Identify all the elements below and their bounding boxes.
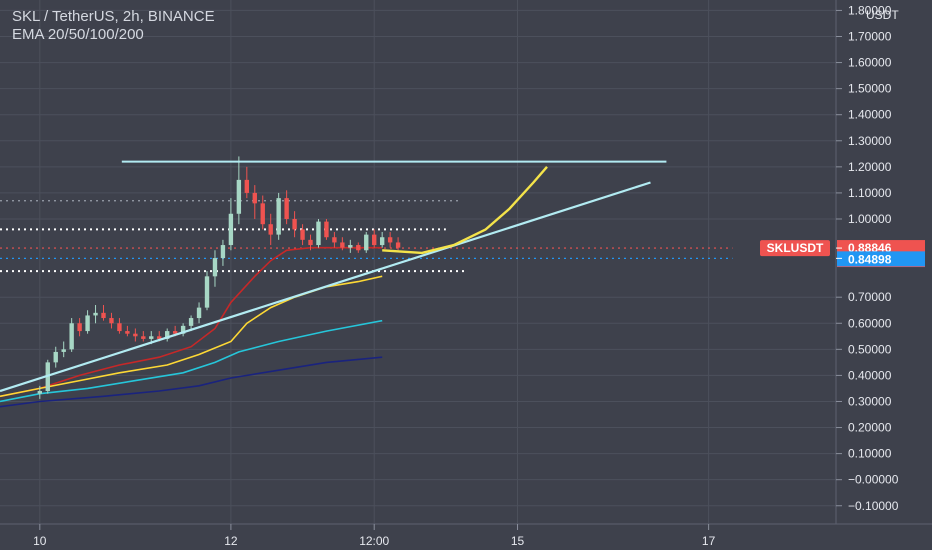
time-axis[interactable]: 10 12 12:00 15 17 xyxy=(33,524,716,548)
candle-body xyxy=(188,318,194,326)
time-axis-label: 10 xyxy=(33,534,47,548)
price-axis-label: 0.30000 xyxy=(848,394,892,408)
candle-body xyxy=(260,203,265,225)
candle-body xyxy=(133,333,138,337)
candle-body xyxy=(340,242,345,248)
candle-body xyxy=(196,307,202,319)
price-axis-label: 1.80000 xyxy=(848,3,892,17)
time-axis-label: 12 xyxy=(224,534,238,548)
candle-body xyxy=(220,245,226,259)
level-price-tag xyxy=(837,251,925,267)
time-scale-background[interactable] xyxy=(0,524,932,550)
price-axis-label: −0.10000 xyxy=(848,499,899,513)
candle-body xyxy=(324,221,329,238)
time-axis-label: 15 xyxy=(511,534,525,548)
indicator-legend[interactable]: EMA 20/50/100/200 xyxy=(12,26,144,43)
candle-body xyxy=(212,258,218,277)
symbol-tag-label: SKLUSDT xyxy=(767,241,824,255)
drawings xyxy=(0,160,667,393)
price-axis-label: 0.10000 xyxy=(848,447,892,461)
candle-body xyxy=(165,331,170,339)
candle-body xyxy=(157,336,162,339)
candle-body xyxy=(204,276,210,308)
price-axis-label: 0.70000 xyxy=(848,290,892,304)
candle-body xyxy=(244,179,250,193)
candle-body xyxy=(379,237,385,246)
chart-title[interactable]: SKL / TetherUS, 2h, BINANCE xyxy=(12,8,215,25)
price-axis-label: −0.00000 xyxy=(848,473,899,487)
candle-body xyxy=(356,245,361,251)
candle-body xyxy=(109,318,114,324)
grid xyxy=(0,0,836,524)
candles xyxy=(37,156,401,399)
candle-body xyxy=(61,349,66,352)
level-price-value: 0.84898 xyxy=(848,252,892,266)
candle-body xyxy=(93,312,98,316)
candle-body xyxy=(292,218,297,230)
candle-body xyxy=(364,234,369,251)
price-axis-label: 1.00000 xyxy=(848,212,892,226)
candle-body xyxy=(268,224,273,235)
candle-body xyxy=(308,239,313,246)
candle-body xyxy=(125,331,130,334)
candle-body xyxy=(180,325,186,334)
price-axis-label: 0.50000 xyxy=(848,342,892,356)
price-axis-label: 1.60000 xyxy=(848,56,892,70)
candle-body xyxy=(228,213,234,246)
price-axis-label: 0.20000 xyxy=(848,421,892,435)
candle-body xyxy=(300,229,305,240)
price-axis-label: 1.70000 xyxy=(848,29,892,43)
candle-body xyxy=(101,312,106,319)
price-axis-label: 0.60000 xyxy=(848,316,892,330)
ema-line xyxy=(0,246,383,398)
candle-body xyxy=(332,237,337,243)
time-axis-label: 17 xyxy=(702,534,716,548)
trend-line xyxy=(0,181,651,393)
price-axis-label: 1.30000 xyxy=(848,134,892,148)
candle-body xyxy=(77,323,82,332)
projection-curve xyxy=(382,166,548,255)
price-axis-currency: USDT xyxy=(866,8,899,22)
candle-body xyxy=(284,198,289,219)
candle-body xyxy=(172,331,178,334)
candle-body xyxy=(348,245,353,248)
price-axis-label: 1.20000 xyxy=(848,160,892,174)
candle-body xyxy=(69,323,74,350)
candle-body xyxy=(53,351,58,363)
price-axis-label: 0.40000 xyxy=(848,368,892,382)
candle-body xyxy=(276,198,281,235)
ema-line xyxy=(0,356,383,408)
symbol-tag xyxy=(760,240,830,257)
price-axis-label: 1.40000 xyxy=(848,108,892,122)
candle-body xyxy=(395,242,401,248)
candle-body xyxy=(236,179,242,214)
time-axis-label: 12:00 xyxy=(359,534,389,548)
ema-line xyxy=(0,319,383,403)
price-axis-label: 1.50000 xyxy=(848,82,892,96)
candle-body xyxy=(316,221,321,246)
price-axis[interactable]: 1.80000 1.70000 1.60000 1.50000 1.40000 1.300… xyxy=(836,3,899,513)
candle-body xyxy=(37,391,42,394)
candle-body xyxy=(252,192,257,204)
candle-body xyxy=(372,234,377,246)
candle-body xyxy=(117,323,122,332)
candle-body xyxy=(149,336,154,339)
candle-body xyxy=(387,237,393,243)
candle-body xyxy=(141,336,146,339)
candle-body xyxy=(85,315,90,332)
price-axis-label: 1.10000 xyxy=(848,186,892,200)
